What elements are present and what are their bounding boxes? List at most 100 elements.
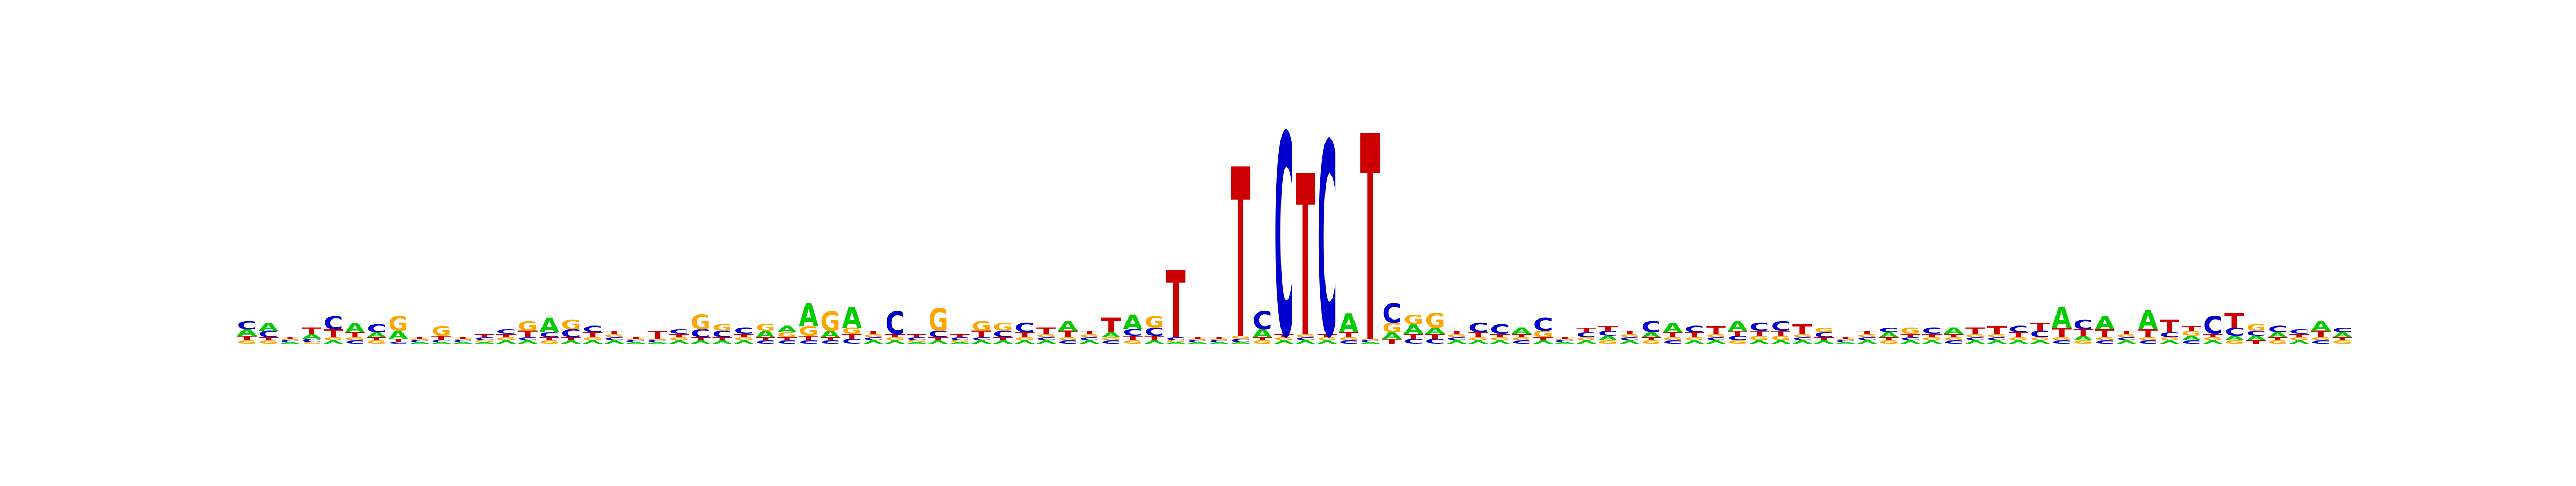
- logo-letter-c: C: [734, 326, 753, 336]
- logo-letter-g: G: [561, 317, 581, 332]
- logo-letter-g: G: [431, 323, 451, 339]
- logo-letter-t: T: [1360, 77, 1380, 406]
- logo-letter-a: A: [1792, 340, 1813, 345]
- logo-letter-g: G: [993, 321, 1013, 333]
- logo-letter-g: G: [2203, 336, 2223, 342]
- logo-letter-g: G: [1641, 339, 1661, 345]
- logo-letter-c: C: [583, 324, 603, 335]
- logo-letter-a: A: [453, 342, 473, 344]
- logo-letter-a: A: [1987, 340, 2007, 345]
- logo-letter-t: T: [2311, 329, 2331, 339]
- logo-letter-g: G: [367, 339, 386, 345]
- logo-letter-t: T: [1987, 324, 2007, 337]
- logo-letter-c: C: [1339, 339, 1359, 345]
- logo-letter-g: G: [604, 333, 624, 338]
- logo-letter-c: C: [1728, 335, 1747, 342]
- logo-letter-g: G: [1339, 336, 1359, 342]
- logo-letter-g: G: [496, 336, 516, 342]
- logo-letter-a: A: [1576, 340, 1597, 345]
- logo-letter-c: C: [1123, 328, 1143, 338]
- logo-letter-g: G: [799, 323, 818, 339]
- logo-letter-t: T: [2052, 325, 2072, 340]
- logo-letter-a: A: [539, 314, 559, 337]
- logo-letter-g: G: [1425, 309, 1445, 332]
- logo-letter-t: T: [1576, 327, 1596, 334]
- logo-letter-g: G: [1360, 338, 1380, 341]
- logo-letter-a: A: [1339, 308, 1359, 339]
- logo-letter-g: G: [1253, 339, 1272, 345]
- logo-letter-g: G: [237, 339, 257, 345]
- logo-letter-a: A: [1814, 340, 1834, 345]
- logo-letter-t: T: [2160, 316, 2179, 337]
- logo-letter-t: T: [669, 333, 690, 339]
- logo-letter-a: A: [1274, 340, 1294, 345]
- logo-letter-t: T: [1663, 331, 1682, 339]
- logo-letter-a: A: [1663, 320, 1683, 336]
- logo-letter-t: T: [2117, 330, 2137, 336]
- logo-letter-c: C: [2311, 339, 2331, 345]
- logo-letter-c: C: [1944, 339, 1964, 345]
- logo-letter-c: C: [2203, 312, 2223, 340]
- logo-letter-g: G: [2332, 339, 2352, 345]
- logo-letter-t: T: [1620, 330, 1640, 336]
- logo-letter-t: T: [863, 330, 884, 336]
- logo-letter-c: C: [756, 339, 775, 345]
- logo-letter-g: G: [1403, 312, 1423, 328]
- logo-letter-g: G: [1188, 338, 1208, 341]
- logo-letter-c: C: [1036, 336, 1056, 342]
- logo-letter-c: C: [1685, 324, 1704, 335]
- logo-letter-g: G: [410, 338, 430, 341]
- logo-letter-t: T: [907, 333, 927, 339]
- logo-letter-t: T: [2246, 340, 2266, 345]
- logo-letter-g: G: [1036, 333, 1056, 338]
- logo-letter-t: T: [1835, 337, 1856, 339]
- logo-letter-c: C: [2289, 328, 2309, 336]
- logo-letter-a: A: [2268, 331, 2288, 339]
- logo-letter-a: A: [1036, 340, 1057, 345]
- logo-letter-t: T: [1512, 333, 1532, 339]
- logo-letter-a: A: [324, 340, 344, 345]
- logo-letter-c: C: [1231, 338, 1250, 343]
- logo-letter-a: A: [1166, 342, 1187, 344]
- logo-letter-g: G: [1209, 338, 1229, 341]
- logo-letter-a: A: [1360, 342, 1381, 344]
- logo-letter-g: G: [971, 318, 991, 334]
- logo-letter-t: T: [1771, 330, 1791, 337]
- logo-letter-c: C: [2268, 324, 2288, 335]
- logo-letter-g: G: [1792, 333, 1812, 338]
- logo-letter-g: G: [1922, 336, 1942, 342]
- logo-letter-g: G: [1835, 338, 1855, 341]
- logo-letter-c: C: [1058, 339, 1078, 345]
- logo-letter-g: G: [647, 338, 667, 341]
- logo-letter-g: G: [1555, 338, 1575, 341]
- logo-letter-t: T: [324, 327, 343, 340]
- logo-letter-c: C: [1296, 336, 1315, 342]
- logo-letter-a: A: [799, 298, 818, 333]
- logo-letter-a: A: [1685, 340, 1705, 345]
- logo-letter-t: T: [280, 337, 301, 339]
- logo-letter-g: G: [1468, 336, 1488, 342]
- logo-letter-a: A: [1101, 331, 1121, 339]
- logo-letter-a: A: [1317, 340, 1337, 345]
- logo-letter-t: T: [885, 333, 905, 339]
- logo-letter-c: C: [2095, 339, 2115, 345]
- logo-letter-t: T: [1036, 326, 1057, 336]
- logo-letter-g: G: [950, 340, 970, 343]
- logo-letter-g: G: [2009, 336, 2029, 342]
- logo-letter-a: A: [1620, 340, 1640, 345]
- logo-letter-c: C: [1533, 315, 1553, 336]
- logo-letter-a: A: [1835, 342, 1856, 344]
- logo-letter-a: A: [1533, 340, 1554, 345]
- logo-letter-t: T: [367, 337, 387, 342]
- logo-letter-g: G: [928, 303, 948, 339]
- logo-letter-c: C: [799, 339, 818, 345]
- logo-letter-t: T: [1944, 333, 1964, 339]
- logo-letter-c: C: [971, 336, 991, 342]
- logo-letter-a: A: [302, 333, 321, 340]
- logo-letter-t: T: [1641, 337, 1662, 342]
- logo-letter-g: G: [863, 333, 883, 338]
- logo-letter-c: C: [2182, 339, 2201, 345]
- logo-letter-g: G: [1296, 333, 1315, 338]
- logo-letter-c: C: [907, 336, 927, 342]
- logo-letter-a: A: [1231, 342, 1251, 344]
